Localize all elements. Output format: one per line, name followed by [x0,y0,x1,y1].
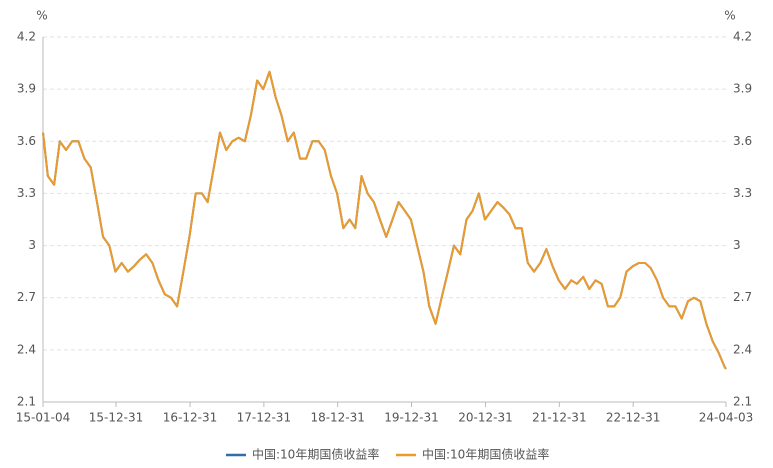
y-tick-label: 2.4 [17,342,36,356]
legend-label: 中国:10年期国债收益率 [422,447,549,462]
x-tick-label: 18-12-31 [310,411,364,425]
y-unit: % [36,9,47,23]
y-tick-label: 2.1 [17,395,36,409]
x-tick-label: 24-04-03 [699,411,753,425]
legend-label: 中国:10年期国债收益率 [252,447,379,462]
x-tick-label: 20-12-31 [458,411,512,425]
y-tick-label: 4.2 [17,30,36,44]
x-tick-label: 15-01-04 [16,411,70,425]
y2-tick-label: 2.7 [733,290,752,304]
y-tick-label: 2.7 [17,290,36,304]
y2-tick-label: 2.4 [733,342,752,356]
x-tick-label: 16-12-31 [163,411,217,425]
x-tick-label: 19-12-31 [384,411,438,425]
x-tick-label: 17-12-31 [237,411,291,425]
y2-tick-label: 2.1 [733,395,752,409]
y2-tick-label: 3.9 [733,82,752,96]
y-tick-label: 3.9 [17,82,36,96]
y2-tick-label: 3 [733,238,741,252]
x-tick-label: 22-12-31 [606,411,660,425]
y-tick-label: 3.6 [17,134,36,148]
series-line [42,70,727,370]
y2-tick-label: 3.6 [733,134,752,148]
y2-tick-label: 4.2 [733,30,752,44]
y-tick-label: 3 [28,238,36,252]
series-line [42,70,727,370]
x-tick-label: 21-12-31 [532,411,586,425]
x-tick-label: 15-12-31 [89,411,143,425]
y-tick-label: 3.3 [17,186,36,200]
y2-unit: % [724,9,735,23]
y2-tick-label: 3.3 [733,186,752,200]
